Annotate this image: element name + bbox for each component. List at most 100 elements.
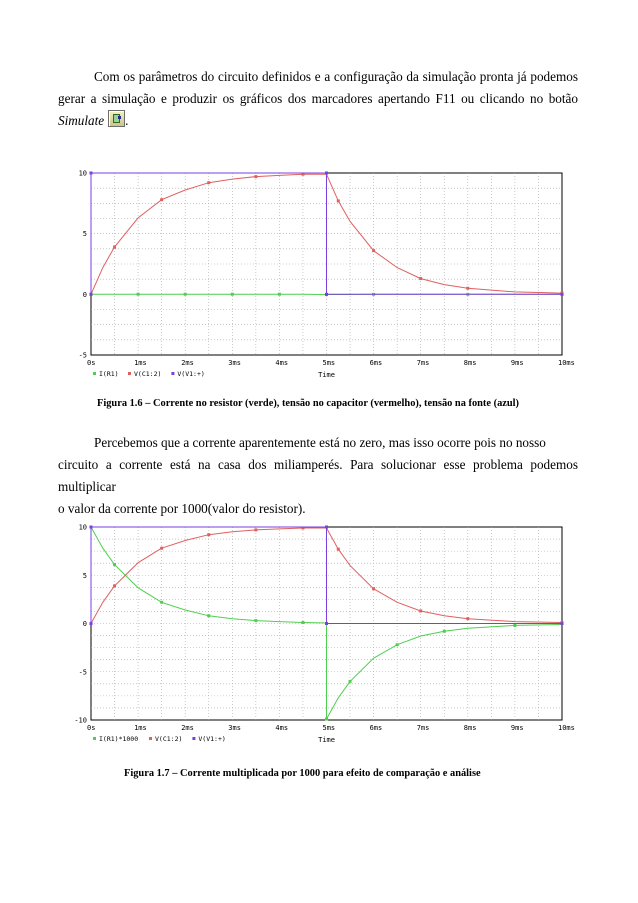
data-point — [301, 526, 305, 530]
data-point — [89, 292, 93, 296]
data-point — [395, 643, 399, 647]
y-tick-label: 5 — [83, 230, 87, 238]
data-point — [348, 679, 352, 683]
second-line-3: o valor da corrente por 1000(valor do re… — [58, 501, 306, 516]
x-tick-label: 8ms — [464, 359, 477, 367]
data-point — [466, 617, 470, 621]
x-tick-label: 9ms — [511, 724, 524, 732]
x-tick-label: 2ms — [181, 359, 194, 367]
data-point — [207, 533, 211, 537]
legend-entry: I(R1) — [99, 370, 119, 378]
x-tick-label: 6ms — [370, 359, 383, 367]
data-point — [419, 277, 423, 281]
simulate-button-icon — [108, 110, 126, 127]
y-tick-label: -10 — [74, 717, 87, 725]
y-tick-label: 0 — [83, 620, 87, 628]
figure-1-chart: 0s 1ms 2ms 3ms 4ms 5ms 6ms 7ms 8ms 9ms 10ms 10 5 0 -5 T… — [79, 170, 575, 380]
legend-marker — [128, 372, 131, 375]
data-point — [89, 171, 93, 175]
x-tick-label: 3ms — [228, 724, 241, 732]
data-point — [513, 623, 517, 627]
data-point — [113, 563, 117, 567]
x-tick-label: 7ms — [417, 724, 430, 732]
x-tick-label: 10ms — [558, 359, 575, 367]
x-tick-label: 1ms — [134, 724, 147, 732]
data-point — [325, 292, 328, 296]
data-point — [325, 717, 328, 721]
data-point — [160, 546, 164, 550]
second-line-2: circuito a corrente está na casa dos mil… — [58, 457, 578, 494]
data-point — [560, 622, 564, 625]
y-tick-label: 5 — [83, 572, 87, 580]
data-point — [442, 629, 446, 633]
data-point — [183, 292, 187, 296]
data-point — [419, 609, 423, 613]
data-point — [372, 249, 376, 253]
data-point — [207, 614, 211, 618]
x-tick-label: 6ms — [370, 724, 383, 732]
data-point — [254, 619, 258, 623]
data-point — [301, 621, 305, 625]
data-point — [160, 600, 164, 604]
data-point — [207, 181, 211, 185]
data-point — [336, 547, 340, 551]
intro-line-3: Simulate. — [58, 110, 578, 132]
y-tick-label: 0 — [83, 291, 87, 299]
x-tick-label: 2ms — [181, 724, 194, 732]
legend-entry: V(C1:2) — [134, 370, 161, 378]
data-point — [89, 525, 93, 529]
x-axis-label: Time — [318, 736, 335, 744]
data-point — [325, 171, 328, 175]
series-line — [90, 526, 563, 721]
x-tick-label: 0s — [87, 724, 95, 732]
x-tick-label: 4ms — [275, 724, 288, 732]
legend-entry: I(R1)*1000 — [99, 735, 138, 743]
y-tick-label: 10 — [79, 524, 87, 532]
data-point — [336, 199, 340, 203]
data-point — [301, 172, 305, 176]
x-tick-label: 5ms — [323, 724, 336, 732]
data-point — [325, 525, 328, 529]
legend-marker — [192, 737, 196, 740]
data-point — [466, 286, 470, 290]
x-tick-label: 5ms — [323, 359, 336, 367]
y-tick-label: -5 — [79, 352, 87, 360]
x-tick-label: 7ms — [417, 359, 430, 367]
data-point — [89, 622, 93, 625]
data-point — [277, 292, 281, 296]
figure-2-caption: Figura 1.7 – Corrente multiplicada por 1… — [124, 768, 481, 779]
y-tick-label: 10 — [79, 170, 87, 178]
data-point — [113, 245, 117, 249]
data-point — [160, 198, 164, 202]
x-axis-label: Time — [318, 371, 335, 379]
legend-entry: V(V1:+) — [177, 370, 204, 378]
data-point — [254, 175, 258, 179]
data-point — [560, 292, 564, 296]
x-tick-label: 1ms — [134, 359, 147, 367]
legend-marker — [93, 372, 96, 375]
x-tick-label: 10ms — [558, 724, 575, 732]
legend-marker — [93, 737, 96, 740]
figure-2-chart: 0s 1ms 2ms 3ms 4ms 5ms 6ms 7ms 8ms 9ms 10ms 10 5 0 -5 -… — [74, 524, 575, 745]
intro-line-1: Com os parâmetros do circuito definidos … — [94, 69, 578, 84]
intro-line-2: gerar a simulação e produzir os gráficos… — [58, 91, 578, 106]
x-tick-label: 3ms — [228, 359, 241, 367]
second-line-1: Percebemos que a corrente aparentemente … — [94, 435, 546, 450]
x-tick-label: 0s — [87, 359, 95, 367]
second-paragraph: Percebemos que a corrente aparentemente … — [58, 432, 578, 520]
data-point — [254, 528, 258, 532]
x-tick-label: 9ms — [511, 359, 524, 367]
figure-1-caption: Figura 1.6 – Corrente no resistor (verde… — [97, 398, 519, 409]
intro-line-3-end: . — [125, 113, 129, 128]
data-point — [113, 584, 117, 588]
data-point — [230, 292, 234, 296]
legend-marker — [149, 737, 152, 740]
x-tick-label: 4ms — [275, 359, 288, 367]
x-tick-label: 8ms — [464, 724, 477, 732]
data-point — [136, 292, 140, 296]
data-point — [325, 622, 328, 625]
legend-entry: V(V1:+) — [198, 735, 225, 743]
data-point — [372, 587, 376, 591]
legend-entry: V(C1:2) — [155, 735, 182, 743]
intro-paragraph: Com os parâmetros do circuito definidos … — [58, 66, 578, 132]
